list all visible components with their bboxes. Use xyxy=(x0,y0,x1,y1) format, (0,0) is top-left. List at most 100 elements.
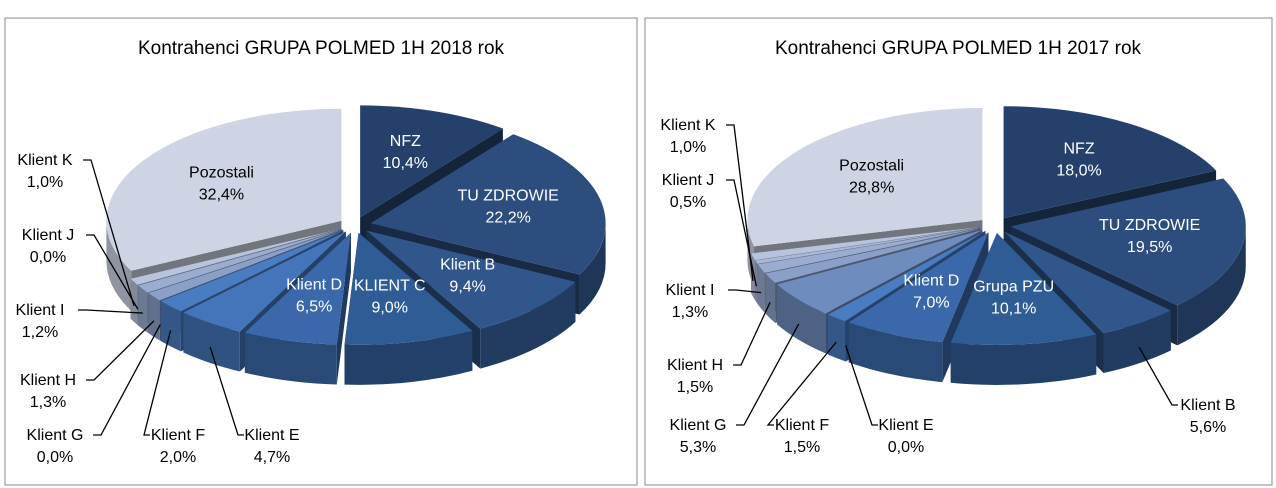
slice xyxy=(747,108,983,247)
label-value: 4,7% xyxy=(254,449,290,466)
label-name: Klient K xyxy=(17,152,72,169)
label-value: 0,0% xyxy=(30,249,66,266)
label-name: Klient K xyxy=(660,117,715,134)
data-label: Klient J 0,5% xyxy=(662,172,714,211)
label-value: 10,1% xyxy=(991,301,1036,318)
data-label: Grupa PZU 10,1% xyxy=(973,279,1054,318)
data-label: Pozostali 28,8% xyxy=(839,157,904,196)
leader-line xyxy=(78,309,143,314)
slice-side xyxy=(160,301,181,352)
label-value: 9,0% xyxy=(371,299,407,316)
leader-line xyxy=(86,320,155,381)
label-value: 19,5% xyxy=(1127,239,1172,256)
data-label: Klient F 1,5% xyxy=(775,417,829,456)
label-name: Klient J xyxy=(662,172,714,189)
label-value: 5,6% xyxy=(1190,419,1226,436)
slice xyxy=(1004,231,1171,334)
data-label: TU ZDROWIE 19,5% xyxy=(1099,217,1200,256)
label-value: 0,0% xyxy=(888,439,924,456)
label-name: KLIENT C xyxy=(354,277,426,294)
label-name: Klient G xyxy=(27,427,84,444)
slice xyxy=(777,229,983,314)
data-label: Klient E 0,0% xyxy=(878,417,933,456)
data-label: Klient J 0,0% xyxy=(22,227,74,266)
data-label: Klient H 1,5% xyxy=(667,357,723,396)
label-value: 1,5% xyxy=(784,439,820,456)
slice xyxy=(1010,178,1246,306)
label-name: Klient H xyxy=(667,357,723,374)
slice-side xyxy=(755,260,758,304)
slice-side xyxy=(757,264,765,313)
data-label: Klient D 7,0% xyxy=(903,273,959,312)
data-label: Klient D 6,5% xyxy=(286,277,342,316)
label-name: Klient J xyxy=(22,227,74,244)
slice-side xyxy=(827,314,846,362)
slice xyxy=(138,229,342,293)
label-name: NFZ xyxy=(390,133,421,150)
slice xyxy=(183,231,346,332)
slice xyxy=(130,228,341,285)
data-label: NFZ 10,4% xyxy=(383,133,428,172)
label-name: Grupa PZU xyxy=(973,279,1054,296)
leader-line xyxy=(845,345,878,426)
label-name: TU ZDROWIE xyxy=(458,187,559,204)
slice xyxy=(366,230,576,329)
label-name: Klient F xyxy=(775,417,829,434)
label-value: 1,0% xyxy=(27,174,63,191)
label-value: 1,0% xyxy=(670,139,706,156)
label-name: Klient D xyxy=(903,273,959,290)
leader-line xyxy=(83,159,135,307)
pie xyxy=(106,105,606,385)
slice xyxy=(137,228,342,286)
slice xyxy=(848,232,989,343)
data-label: TU ZDROWIE 22,2% xyxy=(458,187,559,226)
slice xyxy=(370,134,606,275)
slice-side xyxy=(848,322,943,383)
leader-line xyxy=(733,301,771,366)
label-value: 1,2% xyxy=(22,324,58,341)
data-label: Klient K 1,0% xyxy=(660,117,715,156)
slice xyxy=(148,229,343,301)
leader-line xyxy=(209,346,244,436)
data-label: NFZ 18,0% xyxy=(1056,140,1101,179)
slice xyxy=(757,227,981,273)
label-value: 0,0% xyxy=(37,449,73,466)
slice xyxy=(765,228,981,283)
data-label: Klient G 5,3% xyxy=(670,417,727,456)
data-label: Klient B 5,6% xyxy=(1180,397,1235,436)
slice-side xyxy=(950,334,1097,385)
slice-side xyxy=(183,312,240,372)
label-name: Klient E xyxy=(878,417,933,434)
data-label: Klient F 2,0% xyxy=(151,427,205,466)
leader-line xyxy=(1138,346,1178,406)
data-label: Klient E 4,7% xyxy=(244,427,299,466)
label-value: 6,5% xyxy=(296,299,332,316)
label-name: Klient E xyxy=(244,427,299,444)
label-value: 7,0% xyxy=(913,295,949,312)
label-name: TU ZDROWIE xyxy=(1099,217,1200,234)
slice xyxy=(244,232,351,345)
slice xyxy=(106,108,342,271)
label-name: Klient B xyxy=(1180,397,1235,414)
slice xyxy=(160,230,344,312)
slice xyxy=(845,231,986,322)
label-name: Klient H xyxy=(20,372,76,389)
slice xyxy=(950,232,1097,345)
slice xyxy=(344,232,473,345)
leader-line xyxy=(766,341,837,426)
slice-side xyxy=(480,281,576,369)
data-label: KLIENT C 9,0% xyxy=(354,277,426,316)
slice-side xyxy=(148,293,160,341)
chart-title: Kontrahenci GRUPA POLMED 1H 2018 rok xyxy=(138,38,505,59)
slice-side xyxy=(777,284,826,354)
label-value: 0,5% xyxy=(670,194,706,211)
label-name: Klient I xyxy=(666,282,715,299)
data-label: Klient I 1,2% xyxy=(16,302,65,341)
data-label: Klient H 1,3% xyxy=(20,372,76,411)
slice xyxy=(751,227,980,261)
slice xyxy=(755,227,980,264)
data-label: Klient K 1,0% xyxy=(17,152,72,191)
data-label: Pozostali 32,4% xyxy=(189,164,254,203)
label-value: 10,4% xyxy=(383,155,428,172)
slice xyxy=(827,231,985,322)
